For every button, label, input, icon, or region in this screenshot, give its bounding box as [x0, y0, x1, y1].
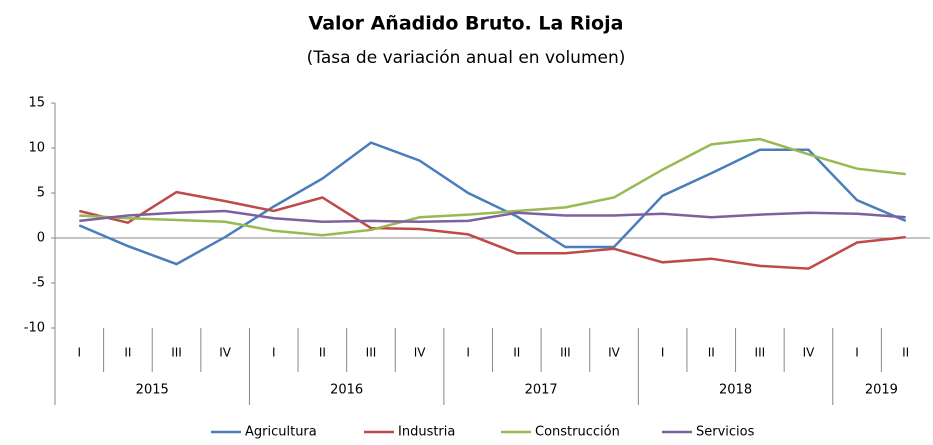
- year-label: 2016: [330, 383, 363, 398]
- y-tick-label: 0: [37, 231, 45, 246]
- legend-label: Servicios: [696, 425, 755, 440]
- legend-label: Agricultura: [245, 425, 317, 440]
- x-tick-label: II: [319, 346, 326, 360]
- x-tick-label: I: [855, 346, 859, 360]
- x-tick-label: III: [755, 346, 766, 360]
- x-tick-label: III: [366, 346, 377, 360]
- y-tick-label: 10: [28, 141, 45, 156]
- x-tick-label: I: [661, 346, 665, 360]
- year-label: 2019: [865, 383, 898, 398]
- year-label: 2018: [719, 383, 752, 398]
- year-label: 2017: [525, 383, 558, 398]
- series-line: [79, 190, 906, 270]
- legend-label: Construcción: [535, 425, 620, 440]
- series-line: [79, 137, 906, 237]
- x-tick-label: IV: [219, 346, 232, 360]
- x-tick-label: II: [124, 346, 131, 360]
- y-tick-label: 5: [37, 186, 45, 201]
- series-line: [79, 209, 906, 224]
- x-tick-label: IV: [803, 346, 816, 360]
- y-tick-label: -5: [32, 276, 45, 291]
- x-tick-label: IV: [414, 346, 427, 360]
- x-tick-label: III: [560, 346, 571, 360]
- x-tick-label: III: [171, 346, 182, 360]
- y-tick-label: -10: [24, 321, 45, 336]
- chart-subtitle: (Tasa de variación anual en volumen): [307, 48, 626, 68]
- x-tick-label: I: [272, 346, 276, 360]
- x-tick-label: I: [78, 346, 82, 360]
- x-tick-label: IV: [608, 346, 621, 360]
- y-tick-label: 15: [28, 96, 45, 111]
- x-tick-label: II: [902, 346, 909, 360]
- year-label: 2015: [136, 383, 169, 398]
- chart-title: Valor Añadido Bruto. La Rioja: [309, 13, 624, 35]
- x-tick-label: II: [513, 346, 520, 360]
- series-line: [78, 141, 907, 266]
- x-tick-label: I: [466, 346, 470, 360]
- x-tick-label: II: [708, 346, 715, 360]
- legend-label: Industria: [398, 425, 455, 440]
